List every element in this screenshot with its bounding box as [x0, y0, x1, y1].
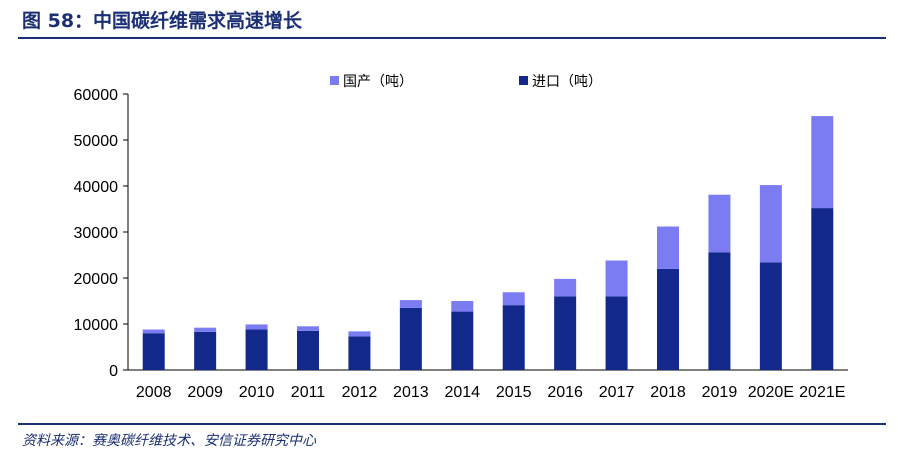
x-tick-label: 2010: [239, 384, 275, 401]
figure-title: 图 58：中国碳纤维需求高速增长: [22, 10, 303, 32]
bar-domestic: [502, 292, 525, 306]
bar-import: [451, 311, 474, 370]
bar-import: [194, 331, 217, 370]
bar-domestic: [451, 301, 474, 312]
bar-import: [811, 208, 834, 370]
title-rule: [18, 37, 886, 39]
bar-import: [245, 329, 268, 370]
x-tick-label: 2014: [444, 384, 480, 401]
bar-import: [708, 252, 731, 370]
x-tick-label: 2012: [342, 384, 378, 401]
y-tick-label: 40000: [74, 179, 119, 196]
bar-import: [399, 307, 422, 370]
x-tick-label: 2008: [136, 384, 172, 401]
bar-import: [554, 296, 577, 370]
chart-bars: 2008 2009 2010 2011 2012 2013 2014 2015 2016 2017…: [136, 116, 845, 401]
bar-import: [348, 336, 371, 370]
y-tick-label: 10000: [74, 317, 119, 334]
x-tick-label: 2020E: [748, 384, 794, 401]
legend-swatch-domestic: [330, 76, 339, 85]
bar-domestic: [811, 116, 834, 209]
source-note: 资料来源：赛奥碳纤维技术、安信证券研究中心: [22, 433, 316, 449]
x-tick-label: 2017: [599, 384, 635, 401]
legend-swatch-import: [519, 76, 528, 85]
footer-rule: [18, 423, 886, 425]
bar-domestic: [348, 331, 371, 337]
bar-domestic: [708, 194, 731, 253]
bar-import: [297, 330, 319, 370]
bar-import: [605, 296, 628, 370]
x-tick-label: 2016: [547, 384, 583, 401]
bar-import: [502, 305, 525, 370]
bar-domestic: [657, 226, 679, 269]
x-tick-label: 2019: [702, 384, 738, 401]
bar-import: [657, 268, 679, 370]
y-tick-label: 50000: [74, 133, 119, 150]
bar-domestic: [194, 327, 217, 332]
x-tick-label: 2018: [650, 384, 686, 401]
bar-domestic: [605, 260, 628, 297]
bar-domestic: [245, 324, 268, 330]
y-tick-label: 20000: [74, 271, 119, 288]
legend-label-import: 进口（吨）: [532, 74, 602, 90]
legend-label-domestic: 国产（吨）: [343, 74, 413, 90]
x-tick-label: 2009: [187, 384, 223, 401]
bar-domestic: [759, 185, 782, 263]
bar-import: [759, 262, 782, 370]
bar-domestic: [142, 329, 165, 334]
y-tick-label: 0: [109, 363, 118, 380]
bar-import: [142, 333, 165, 370]
x-tick-label: 2021E: [799, 384, 845, 401]
bar-domestic: [297, 326, 319, 331]
y-tick-label: 60000: [74, 87, 119, 104]
bar-domestic: [399, 300, 422, 308]
x-tick-label: 2013: [393, 384, 429, 401]
x-tick-label: 2011: [291, 384, 326, 401]
x-tick-label: 2015: [496, 384, 532, 401]
bar-domestic: [554, 278, 577, 297]
chart-legend: 国产（吨） 进口（吨）: [330, 74, 602, 90]
y-tick-label: 30000: [74, 225, 119, 242]
